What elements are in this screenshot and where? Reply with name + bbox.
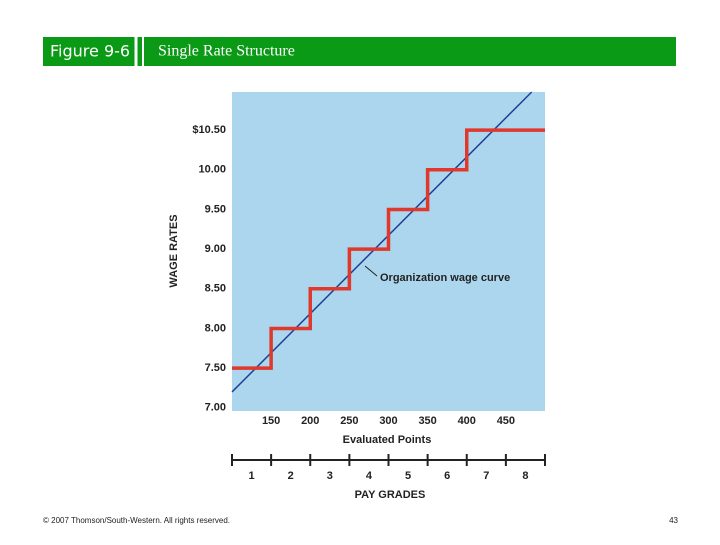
rate-steps: [232, 128, 545, 370]
grade-label: 7: [483, 470, 489, 482]
x-tick-label: 250: [340, 415, 358, 427]
slide-title: Single Rate Structure: [158, 43, 295, 60]
x-tick-label: 150: [262, 415, 280, 427]
y-tick-label: 7.50: [205, 362, 226, 374]
x-tick-label: 300: [379, 415, 397, 427]
x-tick-label: 400: [458, 415, 476, 427]
x-tick-label: 450: [497, 415, 515, 427]
y-tick-label: $10.50: [192, 124, 226, 136]
copyright: © 2007 Thomson/South-Western. All rights…: [43, 516, 230, 525]
annotation-leader: [364, 265, 378, 277]
grade-label: 6: [444, 470, 450, 482]
page-number: 43: [669, 516, 678, 525]
grade-label: 1: [249, 470, 255, 482]
y-tick-label: 10.00: [198, 164, 226, 176]
y-tick-label: 8.50: [205, 283, 226, 295]
grade-label: 5: [405, 470, 411, 482]
grade-label: 4: [366, 470, 373, 482]
wage-curve: [231, 91, 533, 393]
y-tick-label: 8.00: [205, 322, 226, 334]
x-tick-label: 350: [418, 415, 436, 427]
figure-number: Figure 9-6: [50, 42, 130, 61]
annotation: Organization wage curve: [380, 272, 510, 284]
y-tick-label: 9.00: [205, 243, 226, 255]
x-axis-title: Evaluated Points: [343, 434, 432, 446]
y-tick-label: 7.00: [205, 402, 226, 414]
grade-axis-title: PAY GRADES: [355, 489, 426, 501]
annotation-bg: [376, 270, 524, 285]
plot-area: [232, 92, 545, 411]
y-axis-title: WAGE RATES: [168, 214, 180, 287]
grade-label: 3: [327, 470, 333, 482]
grade-label: 2: [288, 470, 294, 482]
grade-label: 8: [522, 470, 528, 482]
y-tick-label: 9.50: [205, 203, 226, 215]
header-bar: [43, 37, 676, 66]
x-tick-label: 200: [301, 415, 319, 427]
